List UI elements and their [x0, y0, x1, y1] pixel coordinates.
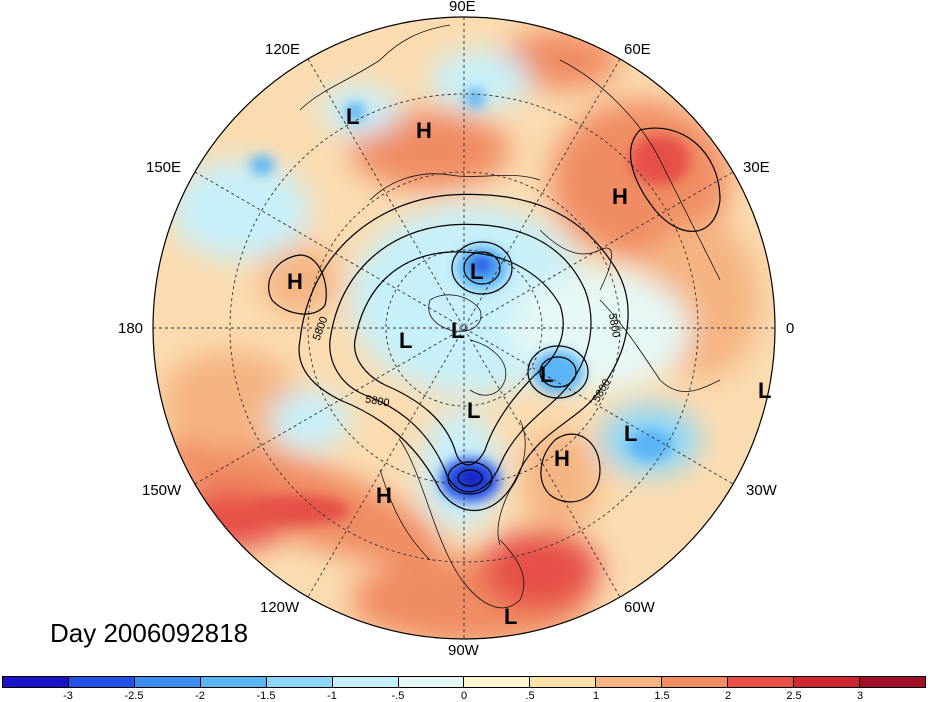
- lon-label-120e: 120E: [265, 41, 301, 58]
- colorbar-swatch: [859, 677, 925, 687]
- lon-label-60w: 60W: [624, 599, 655, 616]
- low-pressure-marker: L: [346, 104, 360, 129]
- colorbar: [2, 676, 926, 688]
- coastlines: [299, 24, 721, 609]
- colorbar-swatch: [3, 677, 69, 687]
- low-pressure-marker: L: [451, 318, 465, 343]
- high-pressure-marker: H: [376, 483, 392, 508]
- high-pressure-marker: H: [287, 269, 303, 294]
- polar-stereographic-map: 5800 5800 5800 5800: [152, 16, 776, 640]
- colorbar-tick-label: 1: [592, 690, 600, 702]
- colorbar-tick-label: 0: [460, 690, 468, 702]
- contour-label: 5800: [606, 312, 622, 338]
- low-pressure-marker: L: [470, 259, 484, 284]
- colorbar-swatch: [398, 677, 465, 687]
- colorbar-swatch: [68, 677, 135, 687]
- low-pressure-marker: L: [540, 362, 554, 387]
- low-pressure-marker: L: [467, 398, 481, 423]
- colorbar-swatch: [200, 677, 267, 687]
- colorbar-tick-label: 3: [856, 690, 864, 702]
- low-pressure-marker: L: [399, 328, 413, 353]
- lon-label-90e: 90E: [449, 0, 476, 15]
- contour-label: 5800: [364, 393, 390, 409]
- lon-label-150e: 150E: [146, 159, 182, 176]
- map-boundary: [152, 16, 776, 640]
- low-pressure-marker: L: [758, 378, 772, 403]
- colorbar-tick-labels: -3 -2.5 -2 -1.5 -1 -.5 0 .5 1 1.5 2 2.5 3: [0, 690, 928, 702]
- map-title: Day 2006092818: [50, 618, 249, 648]
- colorbar-swatch: [134, 677, 201, 687]
- colorbar-swatch: [266, 677, 333, 687]
- high-pressure-marker: H: [554, 446, 570, 471]
- low-pressure-marker: L: [624, 421, 638, 446]
- colorbar-tick-label: 2.5: [786, 690, 802, 702]
- graticule: [153, 17, 775, 639]
- colorbar-tick-label: -.5: [391, 690, 405, 702]
- low-pressure-marker: L: [504, 604, 518, 629]
- colorbar-tick-label: 1.5: [654, 690, 670, 702]
- lon-label-90w: 90W: [448, 642, 479, 659]
- colorbar-swatch: [662, 677, 729, 687]
- lon-label-180: 180: [118, 320, 144, 337]
- colorbar-swatch: [464, 677, 531, 687]
- colorbar-tick-label: 2: [724, 690, 732, 702]
- lon-label-150w: 150W: [142, 482, 182, 499]
- lon-label-30w: 30W: [746, 482, 777, 499]
- lon-label-0: 0: [786, 320, 795, 337]
- colorbar-tick-label: -1: [327, 690, 337, 702]
- colorbar-swatch: [596, 677, 663, 687]
- high-pressure-marker: H: [612, 184, 628, 209]
- colorbar-tick-label: .5: [525, 690, 535, 702]
- colorbar-swatch: [332, 677, 399, 687]
- lon-label-60e: 60E: [624, 41, 651, 58]
- colorbar-swatch: [794, 677, 860, 687]
- colorbar-swatch: [530, 677, 597, 687]
- height-contours: [268, 127, 721, 512]
- colorbar-tick-label: -2.5: [124, 690, 144, 702]
- lon-label-30e: 30E: [743, 159, 770, 176]
- anomaly-field: [153, 17, 775, 639]
- colorbar-tick-label: -3: [63, 690, 73, 702]
- colorbar-tick-label: -2: [195, 690, 205, 702]
- colorbar-swatch: [728, 677, 795, 687]
- colorbar-tick-label: -1.5: [256, 690, 276, 702]
- lon-label-120w: 120W: [260, 599, 300, 616]
- high-pressure-marker: H: [416, 118, 432, 143]
